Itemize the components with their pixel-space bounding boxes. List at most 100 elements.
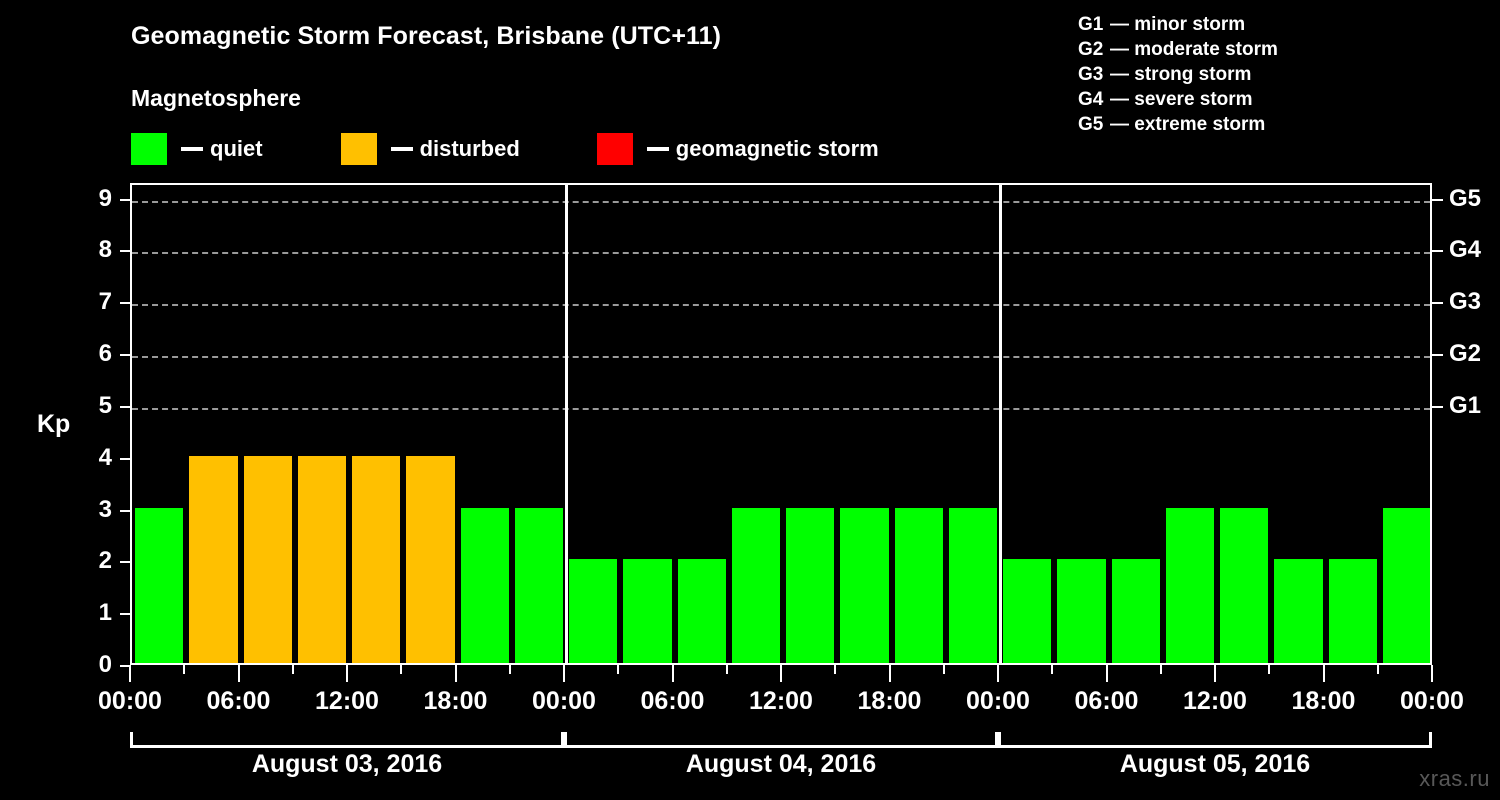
- kp-bar: [243, 455, 292, 663]
- x-axis-tick-major: [780, 665, 782, 682]
- g-axis-tick-mark: [1431, 198, 1443, 201]
- x-axis-tick-minor: [291, 665, 294, 674]
- g-legend-code: G4: [1078, 88, 1104, 110]
- y-axis-tick-label: 4: [98, 443, 112, 471]
- g-legend-description: — extreme storm: [1110, 113, 1266, 135]
- x-axis-tick-label: 00:00: [966, 687, 1030, 715]
- y-axis-title: Kp: [37, 410, 71, 438]
- kp-bar: [406, 455, 455, 663]
- x-axis-tick-major: [129, 665, 131, 682]
- g-legend-code: G3: [1078, 63, 1104, 85]
- x-axis-tick-minor: [617, 665, 620, 674]
- x-axis-tick-label: 06:00: [1074, 687, 1139, 715]
- legend-label: disturbed: [419, 136, 520, 161]
- y-axis-tick-label: 8: [98, 236, 112, 264]
- x-axis-tick-minor: [1051, 665, 1054, 674]
- g-legend-description: — strong storm: [1110, 63, 1252, 85]
- day-divider: [564, 185, 568, 663]
- y-axis-tick-mark: [120, 561, 131, 564]
- x-axis-tick-label: 06:00: [640, 687, 705, 715]
- x-axis-tick-minor: [183, 665, 186, 674]
- gridline: [132, 200, 1430, 203]
- y-axis-tick-mark: [120, 665, 131, 667]
- y-axis-tick-label: 2: [98, 547, 112, 575]
- kp-bar: [297, 455, 346, 663]
- x-axis-tick-major: [454, 665, 457, 682]
- kp-bar: [460, 507, 509, 663]
- kp-bar: [1328, 559, 1377, 663]
- y-axis-tick-label: 0: [98, 651, 112, 678]
- gridline: [132, 356, 1430, 359]
- y-axis-tick-mark: [120, 509, 131, 512]
- x-axis-tick-minor: [1268, 665, 1271, 674]
- x-axis-tick-label: 12:00: [315, 687, 379, 715]
- y-axis-labels: 0 1 2 3 4 5 6 7 8 9: [72, 183, 112, 676]
- kp-bar: [677, 559, 726, 663]
- g-axis-tick-label: G5: [1449, 184, 1482, 212]
- y-axis-tick-label: 1: [98, 599, 112, 627]
- g-axis-tick-mark: [1431, 354, 1443, 357]
- plot-area: [130, 183, 1432, 665]
- g-legend-code: G5: [1078, 113, 1104, 135]
- g-axis-tick-label: G3: [1449, 288, 1482, 316]
- y-axis-tick-mark: [120, 198, 131, 201]
- x-axis-tick-major: [1431, 665, 1433, 682]
- kp-bar: [352, 455, 401, 663]
- y-axis-tick-mark: [120, 405, 131, 408]
- x-axis-tick-major: [237, 665, 240, 682]
- g-legend-row: G4 — severe storm: [1078, 87, 1278, 112]
- watermark: xras.ru: [1419, 766, 1490, 791]
- x-axis-tick-major: [1105, 665, 1108, 682]
- gridline: [132, 407, 1430, 410]
- x-axis-tick-major: [997, 665, 999, 682]
- kp-bar: [1220, 507, 1269, 663]
- x-axis-tick-minor: [508, 665, 511, 674]
- x-axis-tick-major: [1214, 665, 1216, 682]
- g-axis-tick-mark: [1431, 405, 1443, 408]
- g-axis-tick-label: G1: [1449, 391, 1482, 419]
- legend-entry: disturbed: [340, 133, 520, 165]
- kp-bar: [569, 559, 618, 663]
- day-bracket: [564, 732, 998, 748]
- x-axis-tick-label: 18:00: [423, 687, 488, 715]
- y-axis-tick-mark: [120, 302, 131, 305]
- x-axis-tick-major: [1322, 665, 1325, 682]
- x-axis-tick-minor: [1159, 665, 1162, 674]
- x-axis-tick-major: [671, 665, 674, 682]
- page-title: Geomagnetic Storm Forecast, Brisbane (UT…: [131, 22, 722, 50]
- g-legend-row: G3 — strong storm: [1078, 62, 1278, 87]
- legend-entry: geomagnetic storm: [596, 133, 879, 165]
- x-axis-tick-minor: [834, 665, 837, 674]
- g-legend-description: — moderate storm: [1110, 38, 1278, 60]
- g-legend-row: G1 — minor storm: [1078, 12, 1278, 37]
- x-axis-tick-label: 06:00: [206, 687, 271, 715]
- y-axis-tick-mark: [120, 613, 131, 616]
- g-axis-tick-mark: [1431, 250, 1443, 253]
- x-axis-tick-label: 12:00: [749, 687, 813, 715]
- legend-entry: quiet: [131, 133, 263, 165]
- x-axis-tick-minor: [942, 665, 945, 674]
- x-axis-tick-label: 00:00: [1400, 687, 1464, 715]
- x-axis-tick-major: [563, 665, 565, 682]
- kp-bar: [1111, 559, 1160, 663]
- x-axis-tick-label: 18:00: [1291, 687, 1356, 715]
- gridline: [132, 304, 1430, 307]
- x-axis-tick-label: 18:00: [857, 687, 922, 715]
- kp-bar: [1057, 559, 1106, 663]
- day-divider: [998, 185, 1002, 663]
- y-axis-tick-mark: [120, 250, 131, 253]
- g-legend-row: G2 — moderate storm: [1078, 37, 1278, 62]
- kp-bar: [1003, 559, 1052, 663]
- kp-bar: [948, 507, 997, 663]
- y-axis-ticks: [0, 183, 131, 667]
- kp-bar: [786, 507, 835, 663]
- color-legend: quiet disturbed geomagnetic storm: [131, 133, 879, 165]
- kp-bar: [894, 507, 943, 663]
- magnetosphere-heading: Magnetosphere: [131, 85, 301, 111]
- gridline: [132, 252, 1430, 255]
- legend-dash: [390, 147, 413, 151]
- g-legend-description: — minor storm: [1110, 13, 1246, 35]
- x-axis-tick-minor: [1376, 665, 1379, 674]
- day-label: August 03, 2016: [251, 750, 443, 778]
- kp-bar: [514, 507, 563, 663]
